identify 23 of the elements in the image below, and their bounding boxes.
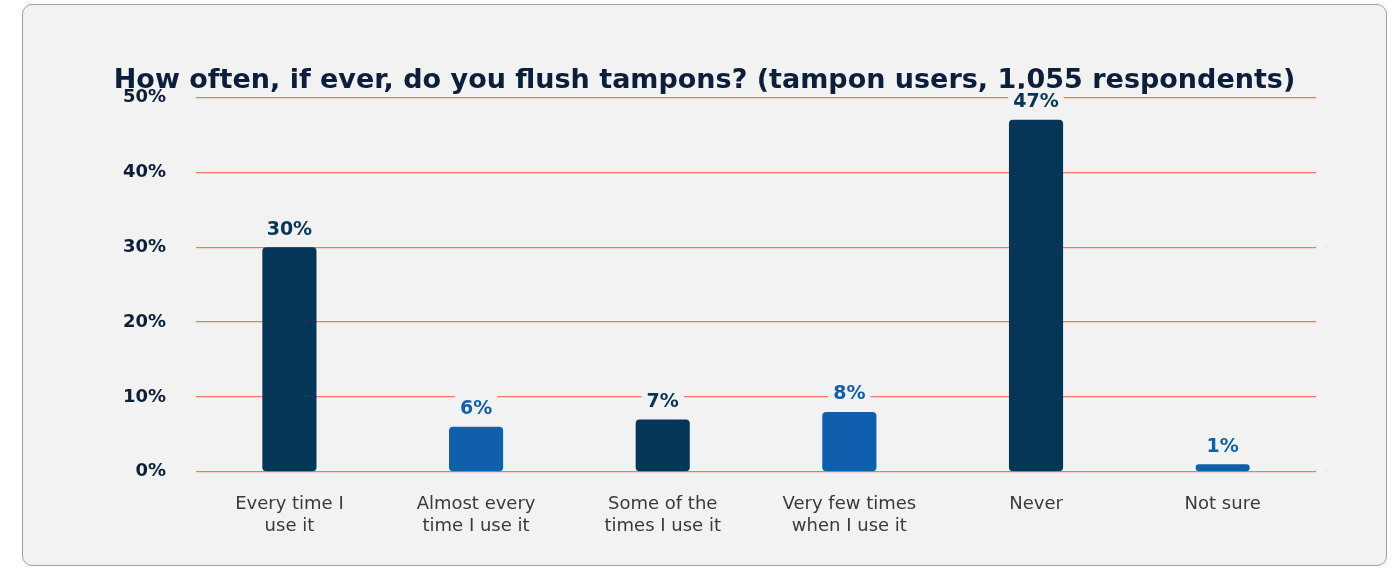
data-label: 47% xyxy=(1013,89,1059,112)
y-tick-label: 20% xyxy=(122,309,167,331)
x-tick-label: Every time I use it xyxy=(235,492,344,535)
bar xyxy=(1008,119,1064,472)
y-tick-label: 10% xyxy=(122,384,167,406)
bar xyxy=(1195,464,1250,472)
x-tick-label: Almost every time I use it xyxy=(416,492,536,535)
data-label: 6% xyxy=(459,396,493,419)
bar xyxy=(262,247,317,472)
y-tick-label: 0% xyxy=(135,459,167,481)
bar xyxy=(449,426,504,472)
x-tick-label: Very few times when I use it xyxy=(782,492,917,535)
y-tick-label: 30% xyxy=(122,234,167,256)
x-tick-label: Not sure xyxy=(1184,492,1261,514)
bar xyxy=(822,411,877,472)
data-label: 7% xyxy=(646,388,679,411)
x-tick-label: Some of the times I use it xyxy=(604,492,721,535)
x-tick-label: Never xyxy=(1009,492,1064,514)
data-label: 30% xyxy=(266,216,313,239)
data-label: 8% xyxy=(833,381,866,404)
bar xyxy=(635,419,690,472)
data-label: 1% xyxy=(1206,433,1239,456)
y-tick-label: 40% xyxy=(122,159,167,181)
